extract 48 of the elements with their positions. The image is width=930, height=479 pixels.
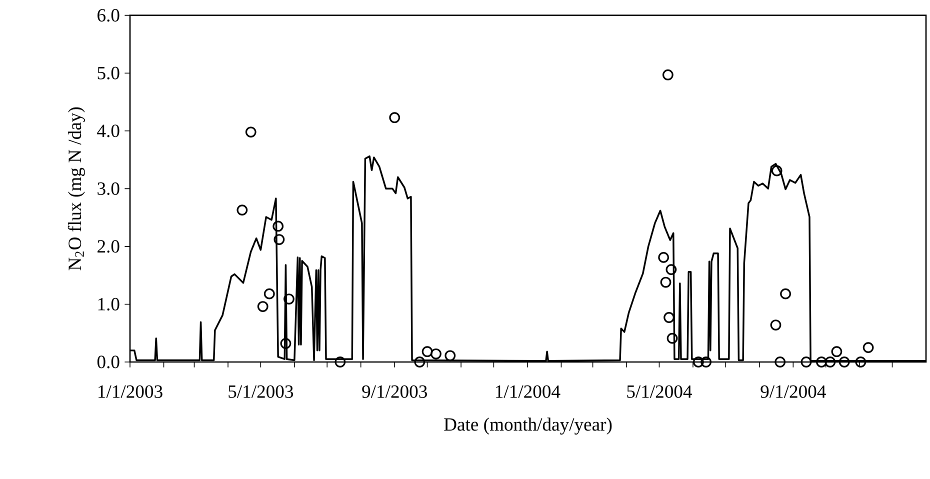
point [664, 312, 674, 323]
point [444, 350, 456, 362]
x-tick-label: 1/1/2004 [496, 385, 560, 398]
point [771, 165, 782, 176]
x-tick-label: 5/1/2004 [627, 385, 692, 398]
point [666, 332, 678, 344]
point [800, 356, 812, 368]
point [824, 356, 836, 368]
x-tick-label: 1/1/2003 [98, 385, 162, 398]
point [284, 294, 294, 304]
point [862, 342, 874, 354]
point [280, 338, 292, 349]
point [692, 356, 704, 368]
y-tick-label: 2.0 [98, 240, 120, 253]
y-axis-title: N$_{2}$O flux (mg N /day) [68, 107, 85, 270]
point [666, 264, 677, 276]
x-tick-label: 5/1/2003 [228, 385, 294, 398]
point [780, 288, 791, 300]
point [272, 220, 284, 232]
point [770, 320, 782, 330]
point [658, 252, 670, 263]
x-axis-title: Date (month/day/year) [444, 418, 612, 435]
y-tick-label: 4.0 [97, 124, 120, 138]
point [774, 356, 786, 368]
x-tick-label: 9/1/2003 [362, 385, 427, 398]
point [700, 356, 712, 368]
point [422, 346, 433, 358]
point [334, 356, 346, 368]
point [660, 276, 672, 288]
point [257, 301, 268, 312]
point [662, 69, 674, 80]
y-tick-label: 3.0 [98, 182, 120, 195]
y-tick-label: 5.0 [98, 66, 120, 80]
point [274, 234, 285, 245]
point [264, 288, 275, 300]
point [414, 356, 426, 368]
point [245, 126, 256, 138]
point [831, 346, 842, 358]
point [430, 348, 442, 360]
y-tick-label: 1.0 [98, 298, 120, 311]
point [816, 356, 827, 368]
point [855, 356, 866, 368]
point [838, 356, 850, 368]
y-tick-label: 6.0 [98, 9, 120, 22]
point [389, 112, 400, 124]
x-tick-label: 9/1/2004 [760, 385, 826, 398]
point [236, 204, 248, 216]
y-tick-label: 0.0 [97, 356, 120, 368]
